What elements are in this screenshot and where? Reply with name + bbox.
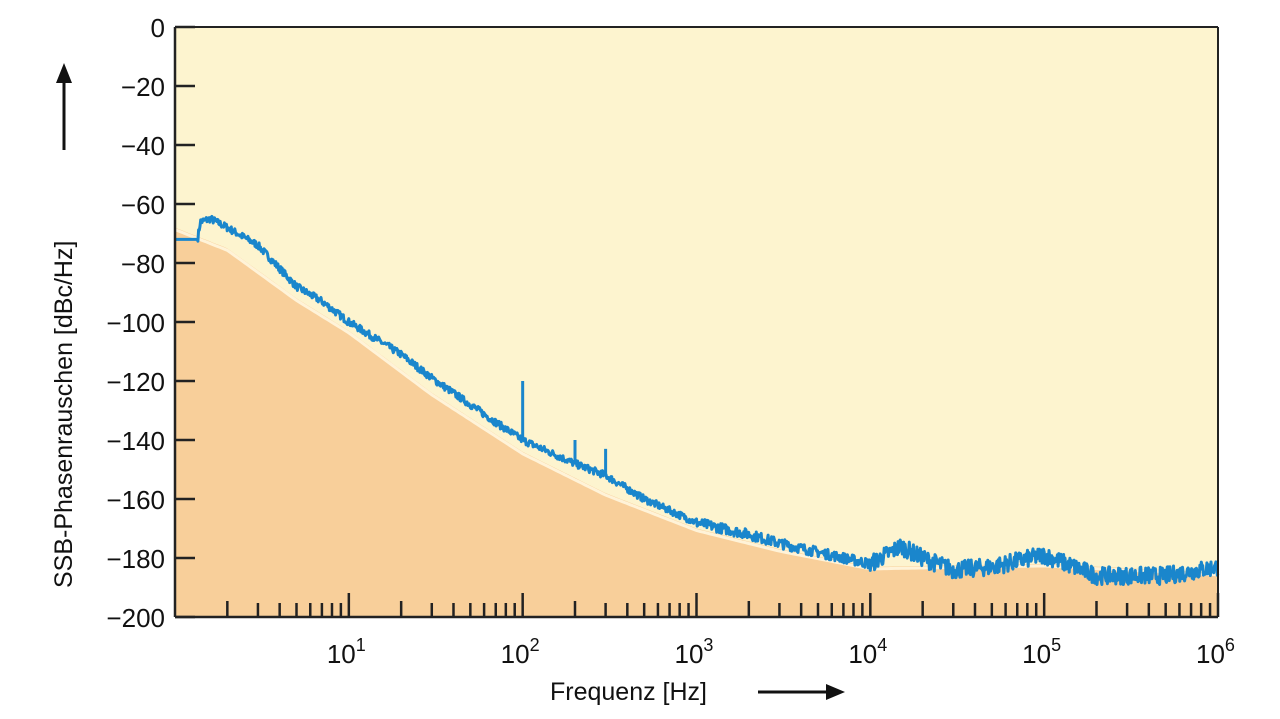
y-tick-label: −140 [106,426,165,456]
y-tick-label: −180 [106,544,165,574]
x-tick-label: 104 [848,635,887,669]
measured-series-line [174,214,1220,586]
x-tick-base: 10 [1196,639,1225,669]
x-tick-exponent: 1 [356,635,366,655]
x-tick-label: 101 [327,635,366,669]
x-tick-label: 103 [675,635,714,669]
x-tick-base: 10 [327,639,356,669]
y-axis-arrow [56,63,72,150]
y-tick-label: −80 [121,249,165,279]
x-tick-label: 102 [501,635,540,669]
x-tick-exponent: 5 [1051,635,1061,655]
x-tick-label: 105 [1022,635,1061,669]
x-axis-label: Frequenz [Hz] [550,678,707,706]
x-tick-base: 10 [675,639,704,669]
x-tick-exponent: 2 [530,635,540,655]
y-tick-label: −20 [121,72,165,102]
y-axis-label: SSB-Phasenrauschen [dBc/Hz] [50,241,78,588]
x-tick-label: 106 [1196,635,1235,669]
y-tick-label: −160 [106,485,165,515]
noise-floor-area [175,227,1218,617]
x-tick-base: 10 [1022,639,1051,669]
x-tick-base: 10 [848,639,877,669]
x-tick-exponent: 3 [703,635,713,655]
x-tick-exponent: 4 [877,635,887,655]
y-tick-label: −60 [121,190,165,220]
y-tick-label: −120 [106,367,165,397]
noise-floor-edge [174,228,1219,577]
x-tick-base: 10 [501,639,530,669]
y-tick-label: 0 [151,13,165,43]
y-tick-label: −40 [121,131,165,161]
y-tick-label: −200 [106,603,165,633]
x-tick-exponent: 6 [1225,635,1235,655]
x-axis-arrow [758,684,845,700]
y-tick-label: −100 [106,308,165,338]
